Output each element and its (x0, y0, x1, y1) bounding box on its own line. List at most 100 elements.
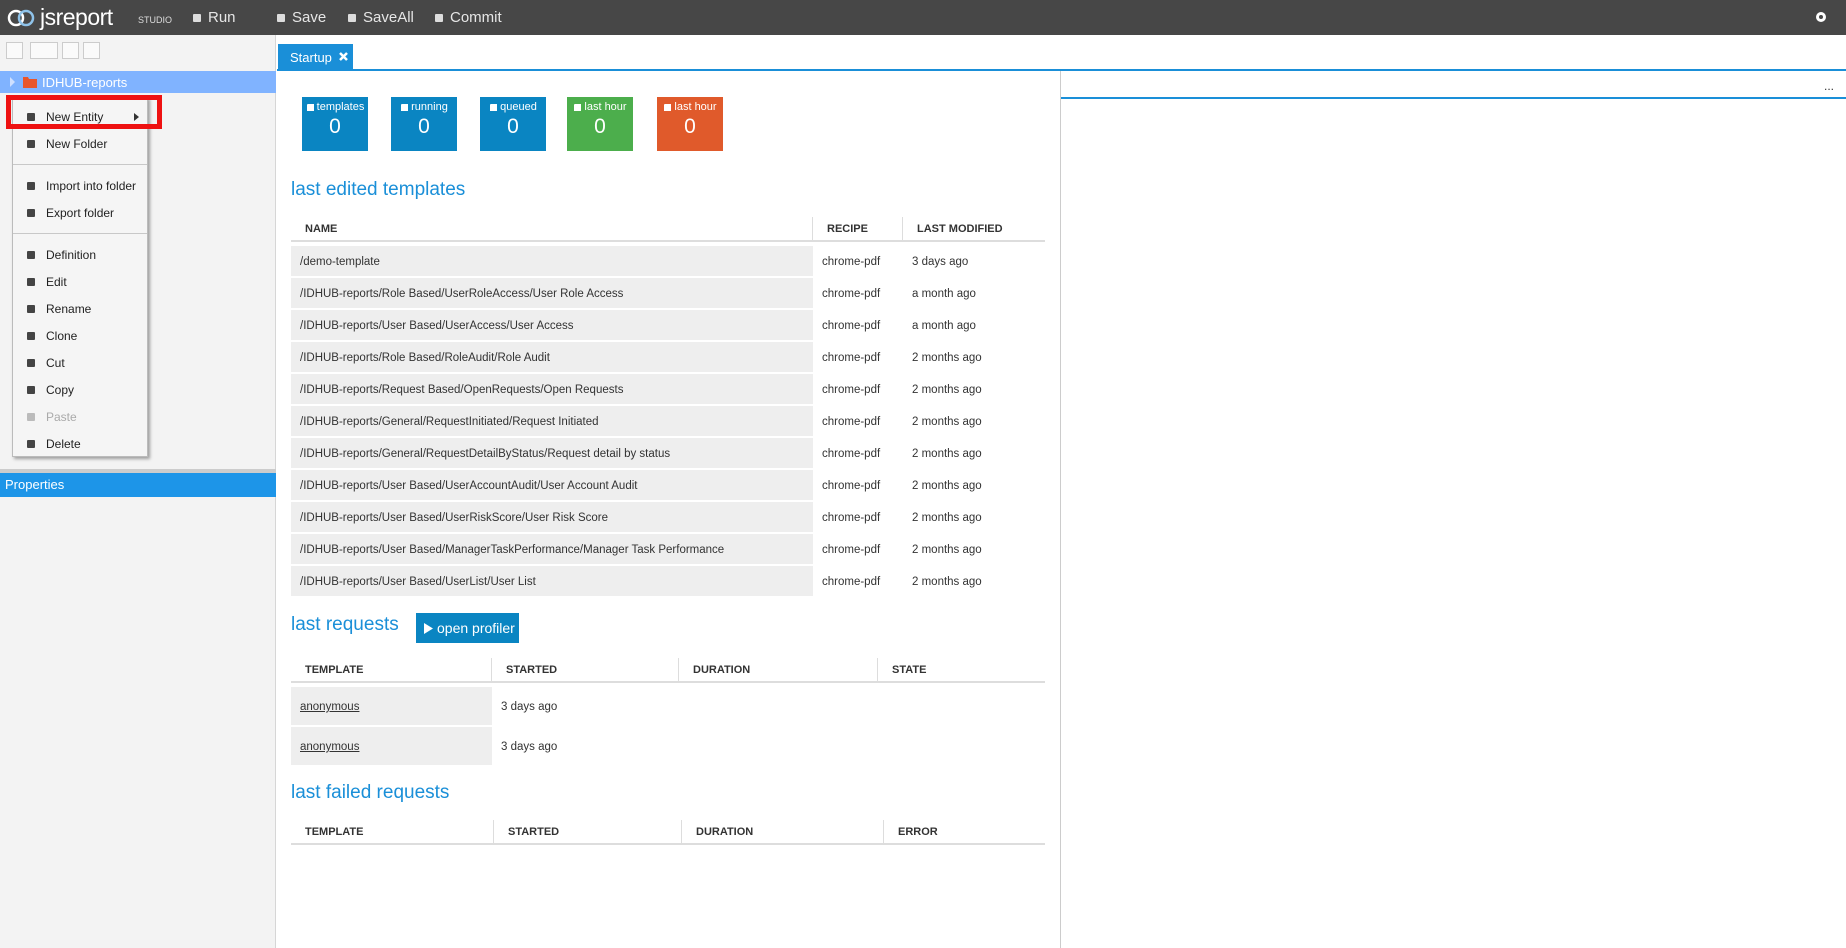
table-cell: chrome-pdf (813, 406, 903, 436)
cell-text: /demo-template (300, 256, 380, 268)
column-header: ERROR (898, 826, 938, 838)
stat-tile[interactable]: last hour 0 (567, 97, 633, 151)
menu-item[interactable]: SaveAll (347, 9, 414, 26)
table-cell: /IDHUB-reports/User Based/UserAccountAud… (291, 470, 813, 500)
tab-label: Startup (290, 50, 332, 65)
context-menu-item[interactable]: Edit (13, 268, 147, 295)
cell-text: chrome-pdf (822, 352, 881, 364)
menu-item[interactable]: Commit (434, 9, 502, 26)
expand-arrow (10, 77, 15, 87)
table-cell: chrome-pdf (813, 534, 903, 564)
table-row: anonymous 3 days ago (291, 727, 1045, 765)
cell-text: /IDHUB-reports/General/RequestInitiated/… (300, 416, 599, 428)
table-row: /IDHUB-reports/Request Based/OpenRequest… (291, 374, 1045, 404)
column-header: TEMPLATE (291, 658, 492, 683)
cell-text: 2 months ago (912, 576, 982, 588)
preview-menu[interactable]: ... (1823, 79, 1834, 93)
stat-tile[interactable]: last hour 0 (657, 97, 723, 151)
icon (27, 305, 35, 313)
context-menu-item[interactable]: Cut (13, 349, 147, 376)
icon (27, 278, 35, 286)
cell-text: 2 months ago (912, 416, 982, 428)
folder-icon (23, 77, 37, 88)
properties-header[interactable]: Properties (0, 473, 276, 497)
cell-text: /IDHUB-reports/User Based/UserAccess/Use… (300, 320, 574, 332)
stat-value: 0 (684, 115, 696, 138)
splitter[interactable] (0, 469, 276, 473)
icon (27, 113, 35, 121)
tab-underline (277, 69, 1846, 71)
table-row: /IDHUB-reports/General/RequestInitiated/… (291, 406, 1045, 436)
table-row: anonymous 3 days ago (291, 687, 1045, 725)
context-menu-item[interactable]: Import into folder (13, 172, 147, 199)
table-cell: chrome-pdf (813, 342, 903, 372)
context-menu-item[interactable]: Copy (13, 376, 147, 403)
cell-text: chrome-pdf (822, 544, 881, 556)
icon (27, 251, 35, 259)
table-header: TEMPLATE STARTED DURATION STATE (291, 658, 1045, 683)
table-cell: 2 months ago (903, 438, 1045, 468)
stat-tile[interactable]: templates 0 (302, 97, 368, 151)
template-link[interactable]: anonymous (300, 741, 360, 753)
cell-text: 2 months ago (912, 512, 982, 524)
menu-item[interactable]: Run (192, 9, 236, 26)
table-row: /IDHUB-reports/General/RequestDetailBySt… (291, 438, 1045, 468)
context-menu-item[interactable]: Delete (13, 430, 147, 457)
column-header: STARTED (492, 658, 679, 683)
table-cell: 2 months ago (903, 502, 1045, 532)
menu-label: Save (292, 9, 327, 26)
icon (27, 182, 35, 190)
table-cell: 2 months ago (903, 342, 1045, 372)
stat-tile[interactable]: queued 0 (480, 97, 546, 151)
context-menu-item[interactable]: Export folder (13, 199, 147, 226)
highlight-box (6, 95, 162, 129)
context-menu-item[interactable]: New Entity (13, 103, 147, 130)
context-menu-item[interactable]: Rename (13, 295, 147, 322)
menu-label: Run (208, 9, 236, 26)
context-menu-item[interactable]: New Folder (13, 130, 147, 157)
context-menu-label: Copy (46, 382, 75, 397)
add-button[interactable] (6, 42, 23, 59)
settings-icon[interactable] (1814, 10, 1828, 24)
open-profiler-button[interactable]: open profiler (416, 613, 519, 643)
menu-item[interactable]: Save (276, 9, 326, 26)
table-cell: /IDHUB-reports/User Based/UserList/User … (291, 566, 813, 596)
tab-close[interactable] (339, 52, 348, 61)
column-header: STARTED (494, 820, 682, 845)
logo-icon (7, 9, 35, 27)
table-cell: 3 days ago (903, 246, 1045, 276)
stat-tile[interactable]: running 0 (391, 97, 457, 151)
cell-text: chrome-pdf (822, 576, 881, 588)
column-header: LAST MODIFIED (917, 223, 1003, 235)
collapse-button[interactable] (62, 42, 79, 59)
table-cell: 2 months ago (903, 374, 1045, 404)
icon (401, 104, 409, 111)
table-row: /demo-template chrome-pdf 3 days ago (291, 246, 1045, 276)
template-link[interactable]: anonymous (300, 701, 360, 713)
section-title: last requests (291, 614, 399, 635)
table-cell: /IDHUB-reports/General/RequestDetailBySt… (291, 438, 813, 468)
table-row: /IDHUB-reports/Role Based/RoleAudit/Role… (291, 342, 1045, 372)
stat-header: running (391, 101, 457, 113)
menu-button[interactable] (83, 42, 100, 59)
table-cell: a month ago (903, 310, 1045, 340)
context-menu: New Entity New Folder Import into folder Ex… (12, 97, 148, 457)
table-header: TEMPLATE STARTED DURATION ERROR (291, 820, 1045, 845)
cell-text: /IDHUB-reports/User Based/ManagerTaskPer… (300, 544, 725, 556)
tab[interactable]: Startup (278, 44, 353, 69)
table-cell: 2 months ago (903, 566, 1045, 596)
menu-label: SaveAll (363, 9, 414, 26)
cell-text: chrome-pdf (822, 416, 881, 428)
tree-node[interactable]: IDHUB-reports (0, 71, 276, 93)
cell-text: chrome-pdf (822, 384, 881, 396)
filter-button[interactable] (30, 42, 58, 59)
table-row: /IDHUB-reports/User Based/UserRiskScore/… (291, 502, 1045, 532)
context-menu-item[interactable]: Clone (13, 322, 147, 349)
cell-text: chrome-pdf (822, 320, 881, 332)
icon (27, 440, 35, 448)
context-menu-item[interactable]: Definition (13, 241, 147, 268)
section-title: last failed requests (291, 782, 450, 803)
table-cell: chrome-pdf (813, 566, 903, 596)
table-row: /IDHUB-reports/User Based/UserAccountAud… (291, 470, 1045, 500)
